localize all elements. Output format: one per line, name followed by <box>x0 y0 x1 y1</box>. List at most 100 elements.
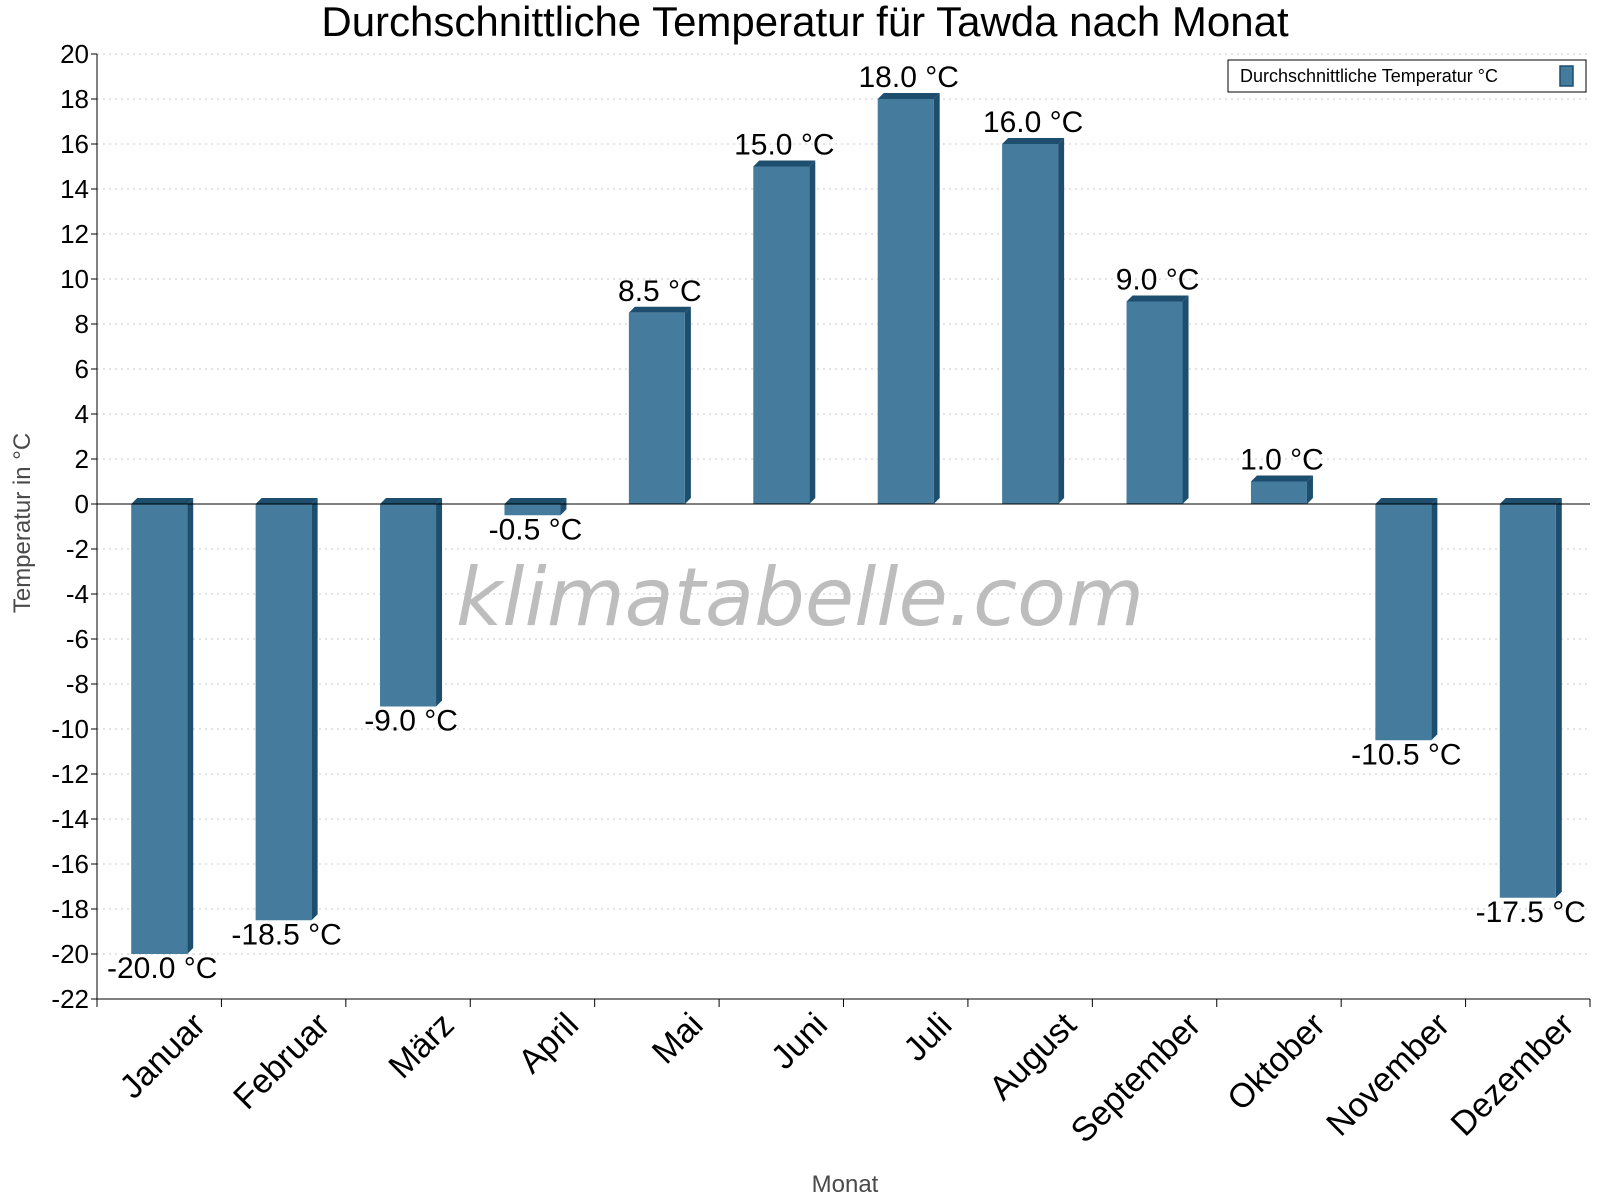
legend-swatch <box>1559 65 1574 87</box>
bar-side-face <box>311 498 318 921</box>
bar-side-face <box>1306 475 1313 504</box>
y-tick-label: 16 <box>60 129 89 159</box>
y-tick-label: -4 <box>66 579 89 609</box>
y-tick-label: 2 <box>75 444 89 474</box>
bar-top-face <box>1375 498 1438 504</box>
legend-box <box>1227 59 1587 93</box>
bar-oktober <box>1250 475 1313 504</box>
y-axis-label: Temperatur in °C <box>9 433 36 613</box>
bar-august <box>1002 138 1065 504</box>
bar-side-face <box>1555 498 1562 898</box>
bar-front-face <box>877 99 934 504</box>
y-tick-label: -10 <box>51 714 89 744</box>
y-tick-label: 18 <box>60 84 89 114</box>
bar-top-face <box>753 160 816 167</box>
bar-front-face <box>504 504 561 516</box>
x-axis-label: Monat <box>812 1171 879 1198</box>
data-label: 15.0 °C <box>734 129 834 162</box>
bar-top-face <box>131 498 194 504</box>
legend-label: Durchschnittliche Temperatur °C <box>1240 66 1498 86</box>
chart-title: Durchschnittliche Temperatur für Tawda n… <box>321 0 1289 45</box>
y-tick-label: -20 <box>51 939 89 969</box>
bar-januar <box>131 498 194 954</box>
bar-side-face <box>560 498 567 516</box>
bar-side-face <box>1182 295 1189 504</box>
x-tick-label: Dezember <box>1444 1006 1582 1144</box>
bar-front-face <box>628 312 685 504</box>
bar-top-face <box>877 93 940 99</box>
bar-top-face <box>628 306 691 313</box>
bar-november <box>1375 498 1438 741</box>
y-tick-label: -22 <box>51 984 89 1014</box>
bar-front-face <box>753 166 810 504</box>
bar-side-face <box>809 160 816 504</box>
bar-front-face <box>131 504 188 954</box>
data-label: -0.5 °C <box>489 513 583 546</box>
data-label: 18.0 °C <box>859 61 959 94</box>
bar-juli <box>877 93 940 504</box>
bar-front-face <box>380 504 437 707</box>
y-tick-label: 20 <box>60 39 89 69</box>
x-tick-label: April <box>511 1006 586 1081</box>
bar-top-face <box>504 498 567 504</box>
bar-side-face <box>436 498 443 707</box>
watermark: klimatabelle.com <box>456 551 1144 644</box>
bar-april <box>504 498 567 516</box>
x-tick-label: August <box>982 1005 1084 1107</box>
data-label: -17.5 °C <box>1476 896 1586 929</box>
bar-top-face <box>1126 295 1189 302</box>
bar-front-face <box>1499 504 1556 898</box>
bar-layer: -20.0 °C -18.5 °C -9.0 °C -0.5 °C 8.5 °C 15.0… <box>107 61 1586 985</box>
data-label: -18.5 °C <box>231 918 341 951</box>
y-tick-label: -6 <box>66 624 89 654</box>
bar-front-face <box>1126 301 1183 504</box>
x-tick-label: Mai <box>645 1006 711 1072</box>
data-label: -9.0 °C <box>364 705 458 738</box>
data-label: 1.0 °C <box>1240 444 1324 477</box>
data-label: -20.0 °C <box>107 952 217 985</box>
y-tick-label: -14 <box>51 804 89 834</box>
bar-dezember <box>1499 498 1562 898</box>
legend: Durchschnittliche Temperatur °C <box>1227 59 1587 93</box>
bar-side-face <box>1431 498 1438 741</box>
bar-juni <box>753 160 816 504</box>
bar-front-face <box>1375 504 1432 741</box>
y-tick-label: 0 <box>75 489 89 519</box>
x-tick-label: März <box>381 1006 461 1086</box>
bar-front-face <box>1250 481 1307 504</box>
data-label: 9.0 °C <box>1116 264 1200 297</box>
bar-side-face <box>1058 138 1065 504</box>
x-tick-label: Januar <box>112 1006 212 1106</box>
bar-side-face <box>187 498 194 954</box>
bar-top-face <box>1002 138 1065 144</box>
bar-front-face <box>255 504 312 921</box>
data-label: -10.5 °C <box>1351 738 1461 771</box>
bar-top-face <box>1499 498 1562 504</box>
x-tick-label: Juni <box>764 1006 835 1077</box>
x-tick-label: Oktober <box>1220 1006 1332 1118</box>
bar-front-face <box>1002 144 1059 504</box>
bar-februar <box>255 498 318 921</box>
y-tick-label: 12 <box>60 219 89 249</box>
y-tick-label: 8 <box>75 309 89 339</box>
y-tick-label: -8 <box>66 669 89 699</box>
bar-top-face <box>255 498 318 504</box>
y-tick-label: -18 <box>51 894 89 924</box>
y-tick-label: 10 <box>60 264 89 294</box>
y-tick-label: 14 <box>60 174 89 204</box>
y-tick-label: 6 <box>75 354 89 384</box>
y-tick-label: 4 <box>75 399 89 429</box>
x-tick-label: November <box>1319 1006 1457 1144</box>
bar-top-face <box>1250 475 1313 482</box>
x-tick-label: September <box>1064 1006 1208 1150</box>
grid-layer <box>97 53 1590 1000</box>
bar-september <box>1126 295 1189 504</box>
bar-top-face <box>380 498 443 504</box>
data-label: 8.5 °C <box>618 275 702 308</box>
y-tick-label: -2 <box>66 534 89 564</box>
x-tick-label: Februar <box>226 1006 337 1117</box>
bar-märz <box>380 498 443 707</box>
y-tick-label: -12 <box>51 759 89 789</box>
